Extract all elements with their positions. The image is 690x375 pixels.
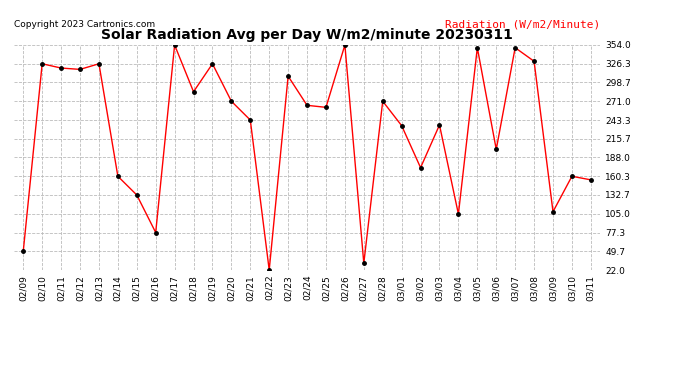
Title: Solar Radiation Avg per Day W/m2/minute 20230311: Solar Radiation Avg per Day W/m2/minute … [101, 28, 513, 42]
Text: Copyright 2023 Cartronics.com: Copyright 2023 Cartronics.com [14, 20, 155, 29]
Text: Radiation (W/m2/Minute): Radiation (W/m2/Minute) [445, 19, 600, 29]
